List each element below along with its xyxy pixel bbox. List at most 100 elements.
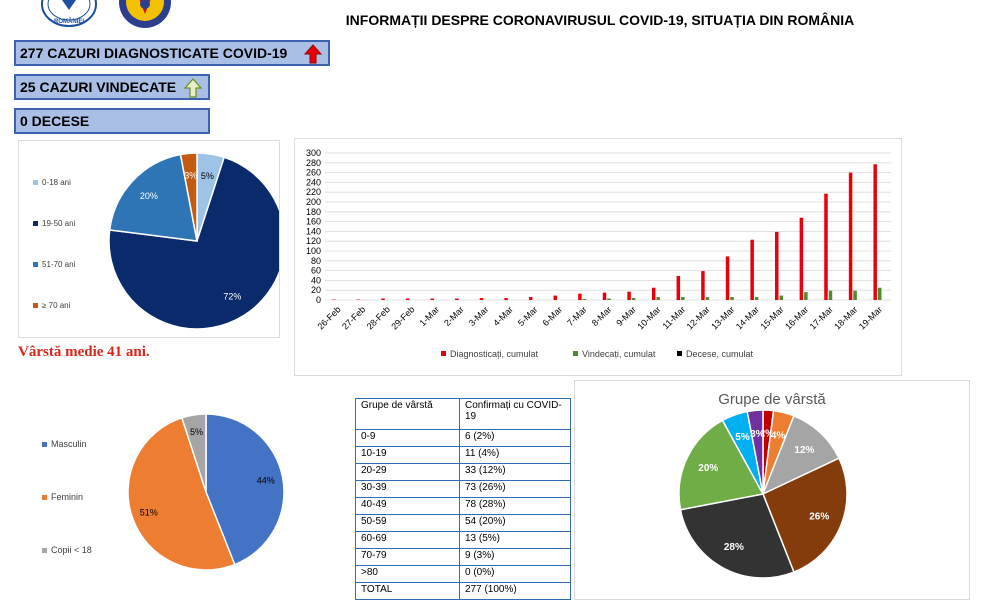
table-cell-count: 54 (20%) bbox=[460, 515, 571, 532]
legend-swatch-51-70-ani bbox=[33, 262, 38, 267]
table-cell-age: >80 bbox=[356, 566, 460, 583]
table-cell-count: 11 (4%) bbox=[460, 447, 571, 464]
y-tick-label: 20 bbox=[311, 285, 321, 295]
bar-vindeca-i-cumulat bbox=[607, 299, 611, 300]
y-tick-label: 200 bbox=[306, 197, 321, 207]
legend-swatch-masculin bbox=[42, 442, 47, 447]
bar-diagnostica-i-cumulat bbox=[726, 256, 730, 300]
bar-vindeca-i-cumulat bbox=[829, 291, 833, 300]
x-tick-label: 15-Mar bbox=[758, 304, 785, 331]
bar-diagnostica-i-cumulat bbox=[824, 194, 828, 300]
data-label-19-50-ani: 72% bbox=[223, 292, 241, 302]
table-cell-count: 13 (5%) bbox=[460, 532, 571, 549]
y-tick-label: 220 bbox=[306, 187, 321, 197]
table-cell-count: 277 (100%) bbox=[460, 583, 571, 600]
page-title: INFORMAȚII DESPRE CORONAVIRUSUL COVID-19… bbox=[300, 12, 900, 28]
bar-diagnostica-i-cumulat bbox=[480, 298, 484, 300]
bar-vindeca-i-cumulat bbox=[780, 296, 784, 300]
table-cell-count: 78 (28%) bbox=[460, 498, 571, 515]
y-tick-label: 180 bbox=[306, 207, 321, 217]
bar-diagnostica-i-cumulat bbox=[406, 299, 410, 300]
data-label-masculin: 44% bbox=[257, 476, 275, 486]
x-tick-label: 17-Mar bbox=[808, 304, 835, 331]
y-tick-label: 120 bbox=[306, 236, 321, 246]
data-label-70-ani: 3% bbox=[184, 170, 197, 180]
deaths-box: 0 DECESE bbox=[14, 108, 210, 134]
legend-swatch-diagnostica-i-cumulat bbox=[441, 351, 446, 356]
bar-vindeca-i-cumulat bbox=[583, 299, 587, 300]
x-tick-label: 27-Feb bbox=[340, 304, 367, 331]
average-age-note: Vârstă medie 41 ani. bbox=[18, 344, 150, 361]
y-tick-label: 300 bbox=[306, 148, 321, 158]
table-cell-age: 10-19 bbox=[356, 447, 460, 464]
legend-label-vindeca-i-cumulat: Vindecați, cumulat bbox=[582, 349, 656, 359]
bar-diagnostica-i-cumulat bbox=[381, 299, 385, 300]
x-tick-label: 5-Mar bbox=[516, 304, 540, 328]
bar-vindeca-i-cumulat bbox=[804, 292, 808, 300]
bar-vindeca-i-cumulat bbox=[730, 297, 734, 300]
data-label-30-39: 26% bbox=[809, 511, 829, 522]
table-cell-count: 0 (0%) bbox=[460, 566, 571, 583]
bar-vindeca-i-cumulat bbox=[755, 297, 759, 300]
bar-diagnostica-i-cumulat bbox=[529, 297, 533, 300]
data-label-70-79: 3% bbox=[750, 429, 765, 440]
y-tick-label: 240 bbox=[306, 177, 321, 187]
bar-diagnostica-i-cumulat bbox=[554, 296, 558, 300]
table-cell-age: 0-9 bbox=[356, 430, 460, 447]
bar-diagnostica-i-cumulat bbox=[652, 288, 656, 300]
up-arrow-red-icon bbox=[304, 44, 322, 64]
table-cell-count: 9 (3%) bbox=[460, 549, 571, 566]
diagnosed-cases-box: 277 CAZURI DIAGNOSTICATE COVID-19 bbox=[14, 40, 330, 66]
x-tick-label: 10-Mar bbox=[635, 304, 662, 331]
table-cell-age: TOTAL bbox=[356, 583, 460, 600]
bar-vindeca-i-cumulat bbox=[853, 291, 857, 300]
legend-swatch-vindeca-i-cumulat bbox=[573, 351, 578, 356]
table-cell-age: 30-39 bbox=[356, 481, 460, 498]
table-cell-age: 50-59 bbox=[356, 515, 460, 532]
x-tick-label: 18-Mar bbox=[832, 304, 859, 331]
legend-swatch-copii-18 bbox=[42, 548, 47, 553]
x-tick-label: 12-Mar bbox=[685, 304, 712, 331]
legend-label-0-18-ani: 0-18 ani bbox=[42, 178, 71, 187]
bar-vindeca-i-cumulat bbox=[681, 297, 685, 300]
legend-label-copii-18: Copii < 18 bbox=[51, 545, 92, 555]
legend-label-19-50-ani: 19-50 ani bbox=[42, 219, 76, 228]
x-tick-label: 1-Mar bbox=[417, 304, 441, 328]
x-tick-label: 7-Mar bbox=[565, 304, 589, 328]
x-tick-label: 26-Feb bbox=[315, 304, 342, 331]
bar-diagnostica-i-cumulat bbox=[849, 173, 853, 300]
x-tick-label: 8-Mar bbox=[590, 304, 614, 328]
y-tick-label: 0 bbox=[316, 295, 321, 305]
x-tick-label: 2-Mar bbox=[442, 304, 466, 328]
bar-vindeca-i-cumulat bbox=[632, 298, 636, 300]
y-tick-label: 280 bbox=[306, 158, 321, 168]
bar-diagnostica-i-cumulat bbox=[603, 293, 607, 300]
y-tick-label: 260 bbox=[306, 168, 321, 178]
bar-diagnostica-i-cumulat bbox=[750, 240, 754, 300]
recovered-cases-text: 25 CAZURI VINDECATE bbox=[20, 79, 176, 95]
bar-diagnostica-i-cumulat bbox=[430, 299, 434, 300]
recovered-cases-box: 25 CAZURI VINDECATE bbox=[14, 74, 210, 100]
bar-vindeca-i-cumulat bbox=[706, 297, 710, 300]
bar-vindeca-i-cumulat bbox=[878, 288, 882, 300]
cumulative-cases-bar-chart: 0204060801001201401601802002202402602803… bbox=[295, 139, 901, 375]
bar-vindeca-i-cumulat bbox=[656, 297, 660, 300]
legend-label-51-70-ani: 51-70 ani bbox=[42, 260, 76, 269]
table-header-age-group: Grupe de vârstă bbox=[356, 399, 460, 430]
bar-diagnostica-i-cumulat bbox=[504, 298, 508, 300]
legend-label-decese-cumulat: Decese, cumulat bbox=[686, 349, 754, 359]
x-tick-label: 6-Mar bbox=[540, 304, 564, 328]
x-tick-label: 19-Mar bbox=[857, 304, 884, 331]
table-cell-age: 60-69 bbox=[356, 532, 460, 549]
